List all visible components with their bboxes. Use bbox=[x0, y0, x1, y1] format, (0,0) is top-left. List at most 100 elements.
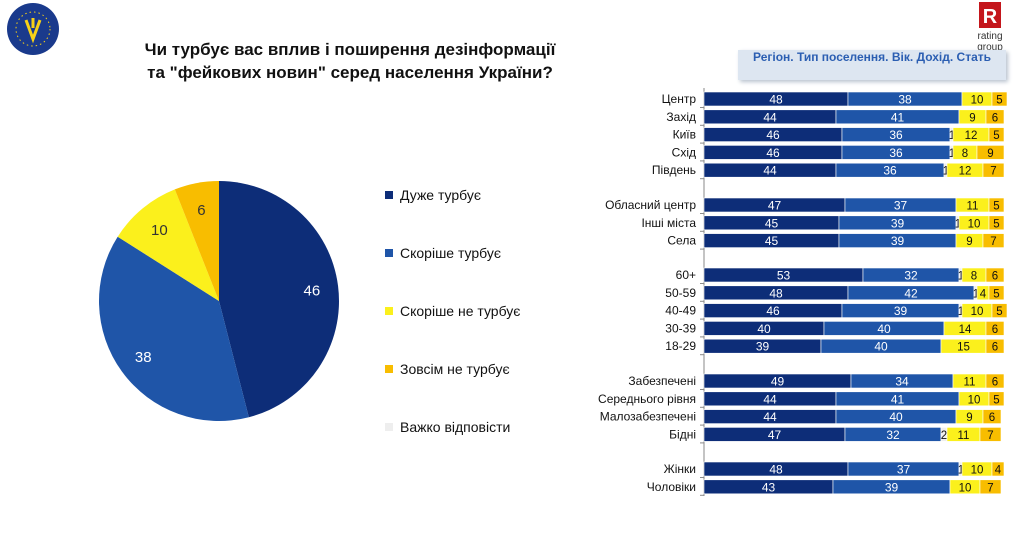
rating-logo-letter: R bbox=[983, 6, 998, 28]
bar-value-label: 39 bbox=[891, 216, 905, 230]
bar-value-label: 10 bbox=[968, 218, 981, 230]
bar-value-label: 32 bbox=[886, 428, 900, 442]
legend-label: Скоріше не турбує bbox=[400, 303, 521, 319]
bar-segment bbox=[991, 303, 1008, 318]
bar-value-label: 1 bbox=[949, 130, 955, 142]
legend-item: Скоріше турбує bbox=[385, 243, 501, 263]
bar-value-label: 5 bbox=[993, 218, 999, 230]
bar-row-label: Центр bbox=[662, 92, 697, 106]
bar-segment bbox=[985, 321, 1005, 336]
svg-text:group: group bbox=[977, 42, 1003, 52]
bar-value-label: 39 bbox=[885, 480, 899, 494]
legend-label: Важко відповісти bbox=[400, 419, 511, 435]
bar-value-label: 34 bbox=[895, 375, 909, 389]
bar-segment bbox=[982, 233, 1005, 248]
bar-value-label: 44 bbox=[763, 164, 777, 178]
bar-value-label: 6 bbox=[992, 324, 998, 336]
bar-value-label: 10 bbox=[959, 482, 972, 494]
bar-segment bbox=[988, 215, 1005, 231]
bar-value-label: 41 bbox=[891, 110, 905, 124]
bar-row-label: 30-39 bbox=[665, 321, 696, 335]
bar-row-label: Обласний центр bbox=[605, 198, 696, 212]
bar-value-label: 1 bbox=[958, 465, 964, 477]
bar-value-label: 46 bbox=[766, 146, 780, 160]
bar-row-label: 40-49 bbox=[665, 304, 696, 318]
bar-segment bbox=[985, 373, 1005, 389]
bar-value-label: 32 bbox=[904, 269, 918, 283]
bar-value-label: 5 bbox=[996, 306, 1002, 318]
bar-value-label: 37 bbox=[894, 199, 908, 213]
bar-value-label: 39 bbox=[891, 234, 905, 248]
bar-row-label: Села bbox=[667, 234, 696, 248]
rating-group-logo: R rating group bbox=[977, 2, 1003, 52]
breakdown-subtitle-text: Регіон. Тип поселення. Вік. Дохід. Стать bbox=[752, 50, 992, 64]
bar-value-label: 1 bbox=[958, 306, 964, 318]
bar-value-label: 1 bbox=[958, 271, 964, 283]
bar-value-label: 46 bbox=[766, 304, 780, 318]
bar-value-label: 11 bbox=[958, 430, 970, 442]
bar-value-label: 11 bbox=[964, 377, 976, 389]
bar-segment bbox=[985, 109, 1005, 125]
legend-item: Важко відповісти bbox=[385, 417, 510, 437]
bar-value-label: 5 bbox=[996, 95, 1002, 107]
bar-row-label: Середнього рівня bbox=[598, 392, 696, 406]
bar-row-label: Київ bbox=[673, 128, 696, 142]
bar-segment bbox=[979, 479, 1002, 495]
bar-value-label: 14 bbox=[959, 324, 972, 336]
bar-segment bbox=[991, 461, 1005, 477]
legend-item: Зовсім не турбує bbox=[385, 359, 510, 379]
bar-value-label: 1 bbox=[949, 148, 955, 160]
pie-slice bbox=[117, 189, 219, 301]
bar-row-label: Жінки bbox=[664, 462, 696, 476]
bar-value-label: 15 bbox=[957, 342, 970, 354]
bar-value-label: 47 bbox=[768, 428, 782, 442]
bar-value-label: 9 bbox=[966, 236, 972, 248]
bar-segment bbox=[982, 162, 1005, 178]
bar-row-label: 18-29 bbox=[665, 339, 696, 353]
bar-value-label: 36 bbox=[883, 164, 897, 178]
bar-value-label: 9 bbox=[987, 148, 993, 160]
bar-value-label: 11 bbox=[967, 201, 979, 213]
pie-slice bbox=[219, 181, 340, 418]
bar-value-label: 46 bbox=[766, 128, 780, 142]
bar-row-label: Схід bbox=[672, 145, 696, 159]
bar-value-label: 48 bbox=[769, 93, 783, 107]
chart-title: Чи турбує вас вплив і поширення дезінфор… bbox=[144, 40, 556, 82]
bar-segment bbox=[988, 127, 1005, 142]
bar-segment bbox=[988, 197, 1005, 213]
pie-chart: 46 38 10 6 bbox=[98, 181, 340, 421]
pie-slice-label: 38 bbox=[135, 349, 152, 366]
bar-value-label: 7 bbox=[990, 166, 996, 178]
bar-value-label: 10 bbox=[971, 306, 984, 318]
bar-value-label: 1 bbox=[973, 288, 979, 300]
bar-value-label: 36 bbox=[889, 128, 903, 142]
bar-value-label: 5 bbox=[993, 130, 999, 142]
bar-value-label: 53 bbox=[777, 269, 791, 283]
bar-value-label: 44 bbox=[763, 410, 777, 424]
legend-swatch bbox=[385, 365, 393, 373]
bar-value-label: 10 bbox=[971, 465, 984, 477]
bar-value-label: 40 bbox=[877, 322, 891, 336]
legend-swatch bbox=[385, 249, 393, 257]
bar-segment bbox=[976, 145, 1005, 160]
pie-slice-label: 10 bbox=[151, 222, 168, 239]
bar-value-label: 4 bbox=[980, 288, 987, 300]
bar-value-label: 5 bbox=[993, 201, 999, 213]
bar-value-label: 2 bbox=[941, 430, 947, 442]
legend-item: Дуже турбує bbox=[385, 185, 481, 205]
legend-label: Зовсім не турбує bbox=[400, 361, 510, 377]
svg-text:rating: rating bbox=[977, 31, 1002, 42]
bar-value-label: 43 bbox=[762, 480, 776, 494]
bar-value-label: 40 bbox=[889, 410, 903, 424]
bar-value-label: 1 bbox=[955, 218, 961, 230]
legend-swatch bbox=[385, 191, 393, 199]
pie-slice bbox=[98, 236, 249, 421]
bar-value-label: 42 bbox=[904, 286, 918, 300]
bar-value-label: 36 bbox=[889, 146, 903, 160]
bar-row-label: Малозабезпечені bbox=[600, 410, 696, 424]
bar-value-label: 6 bbox=[992, 342, 998, 354]
bar-row-label: Чоловіки bbox=[647, 480, 696, 494]
bar-value-label: 1 bbox=[943, 166, 949, 178]
bar-row-label: 50-59 bbox=[665, 286, 696, 300]
